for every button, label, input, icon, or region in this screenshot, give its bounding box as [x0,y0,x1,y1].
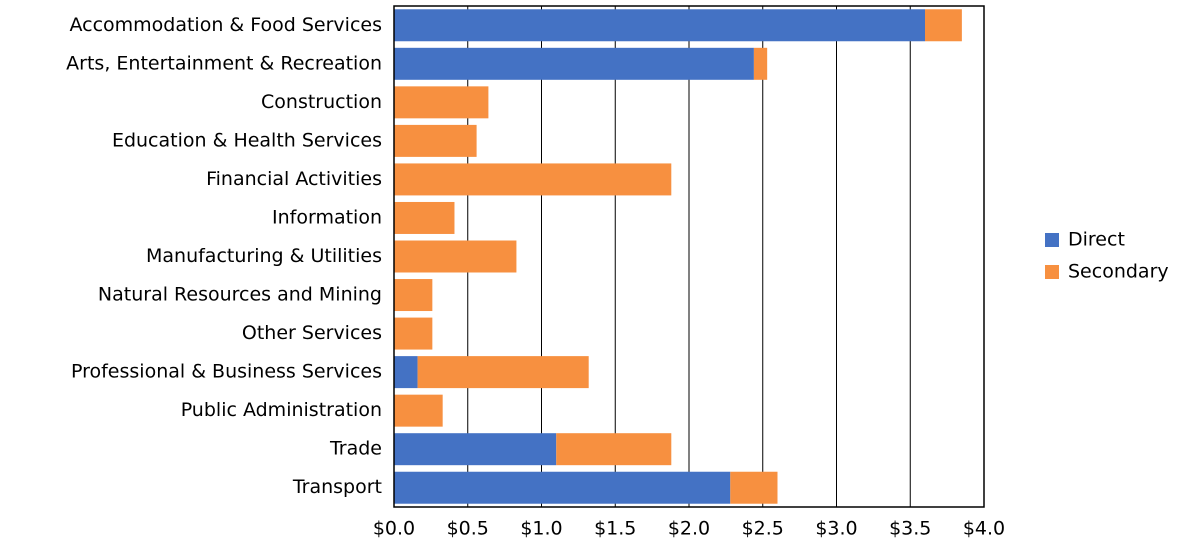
y-tick-label: Construction [261,91,382,113]
bar [394,86,489,119]
bar [394,317,433,350]
y-tick-label: Manufacturing & Utilities [146,245,382,267]
bar [394,279,433,312]
bar [394,124,477,157]
bar [394,394,443,427]
bar [925,9,962,42]
x-tick-label: $0.0 [373,518,415,540]
x-tick-label: $1.0 [520,518,562,540]
x-tick-label: $0.5 [447,518,489,540]
bar [556,433,672,466]
bar [394,356,418,389]
x-tick-label: $2.5 [742,518,784,540]
y-tick-label: Public Administration [181,399,382,421]
bar [730,471,778,504]
y-tick-label: Other Services [242,322,382,344]
bar [394,9,925,42]
bar [394,433,557,466]
bar [394,201,455,234]
plot-border [393,5,985,508]
x-tick-label: $1.5 [594,518,636,540]
y-tick-label: Information [272,206,382,228]
bar [417,356,589,389]
bar [394,47,754,80]
y-tick-label: Financial Activities [206,168,382,190]
legend-label: Direct [1068,229,1125,251]
bar [394,471,731,504]
y-tick-label: Accommodation & Food Services [69,14,382,36]
x-tick-label: $2.0 [668,518,710,540]
legend-swatch [1045,265,1059,279]
x-tick-label: $3.5 [889,518,931,540]
legend-label: Secondary [1068,261,1169,283]
y-tick-label: Transport [292,476,382,498]
bar [394,240,517,273]
bar [394,163,672,196]
y-tick-label: Education & Health Services [112,129,382,151]
legend-swatch [1045,233,1059,247]
x-tick-label: $3.0 [815,518,857,540]
y-tick-label: Natural Resources and Mining [98,284,382,306]
x-tick-label: $4.0 [963,518,1005,540]
bar [753,47,768,80]
y-tick-label: Professional & Business Services [71,361,382,383]
y-tick-label: Arts, Entertainment & Recreation [66,52,382,74]
y-tick-label: Trade [329,438,382,460]
